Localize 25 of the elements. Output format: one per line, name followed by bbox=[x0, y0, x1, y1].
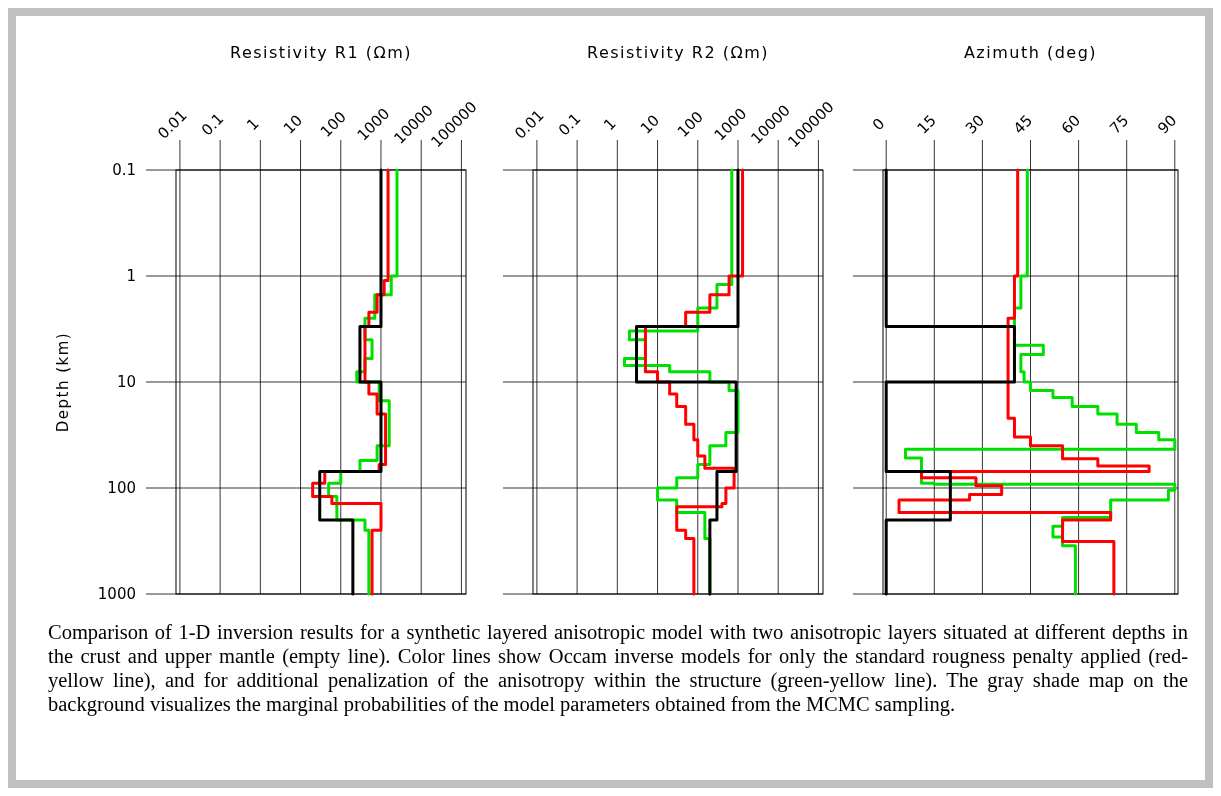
x-axis-title: Azimuth (deg) bbox=[963, 43, 1098, 62]
x-tick-label: 10 bbox=[636, 111, 664, 138]
x-tick-label: 1 bbox=[243, 114, 263, 135]
y-tick-label: 1 bbox=[126, 267, 136, 285]
x-axis-title: Resistivity R1 (Ωm) bbox=[230, 43, 412, 62]
x-tick-label: 10 bbox=[279, 111, 307, 138]
x-tick-label: 100 bbox=[673, 107, 707, 141]
y-tick-label: 10 bbox=[116, 373, 136, 391]
text: Comparison of 1-D inversion results for a synthetic layered anisotropic model with two anisotropic layers situated at different depths in the crust and upper mantle (empty line). Color lines show Occam inverse models for only the standard rougness penalty applied (red-yellow line), and for additional penalization of the anisotropy within the structure (green-yellow line). The gray shade map on the background visualizes the marginal probabilities of the model parameters obtained from the MCMC sampling. bbox=[48, 620, 1188, 716]
y-tick-label: 0.1 bbox=[112, 161, 136, 179]
x-tick-label: 15 bbox=[913, 111, 940, 138]
x-tick-label: 75 bbox=[1106, 111, 1133, 138]
x-axis-title: Resistivity R2 (Ωm) bbox=[587, 43, 769, 62]
x-tick-label: 0.1 bbox=[554, 109, 585, 140]
y-tick-label: 1000 bbox=[97, 585, 136, 603]
x-tick-label: 1 bbox=[600, 114, 620, 135]
x-tick-label: 100 bbox=[316, 107, 350, 141]
y-axis-title: Depth (km) bbox=[54, 331, 72, 433]
x-tick-label: 60 bbox=[1057, 111, 1085, 138]
x-tick-label: 30 bbox=[961, 111, 988, 138]
x-tick-label: 90 bbox=[1154, 111, 1181, 138]
x-tick-label: 0.1 bbox=[197, 109, 228, 140]
y-tick-label: 100 bbox=[107, 479, 136, 497]
x-tick-label: 45 bbox=[1009, 111, 1037, 138]
x-tick-label: 0 bbox=[868, 114, 889, 135]
